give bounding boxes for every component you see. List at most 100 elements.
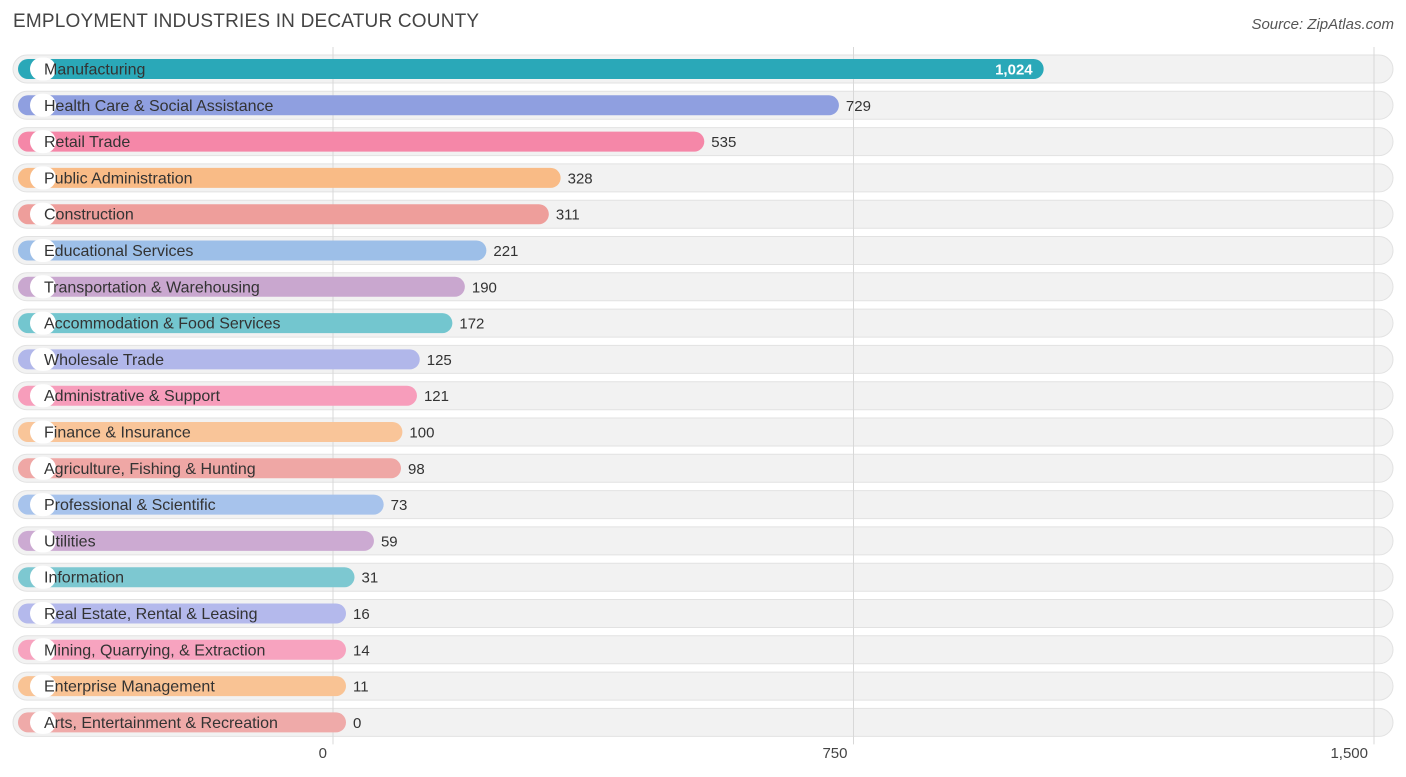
chart-title: EMPLOYMENT INDUSTRIES IN DECATUR COUNTY bbox=[13, 11, 480, 32]
x-axis-ticks: 0 750 1,500 bbox=[319, 745, 1368, 762]
value-label: 221 bbox=[493, 243, 518, 260]
category-label-pill bbox=[30, 710, 56, 734]
bar bbox=[18, 530, 374, 551]
category-label: Administrative & Support bbox=[44, 388, 221, 405]
bar-group: Mining, Quarrying, & Extraction 14 bbox=[18, 638, 370, 662]
bar bbox=[18, 349, 420, 370]
value-label: 0 bbox=[353, 715, 361, 732]
value-label: 535 bbox=[711, 134, 736, 151]
row-background bbox=[12, 562, 1394, 592]
value-label: 311 bbox=[556, 207, 580, 224]
bar-group: Accommodation & Food Services 172 bbox=[18, 311, 484, 335]
category-label: Enterprise Management bbox=[44, 679, 215, 696]
bar bbox=[18, 95, 839, 116]
category-label: Agriculture, Fishing & Hunting bbox=[44, 461, 256, 478]
bar bbox=[18, 204, 549, 225]
value-label: 11 bbox=[353, 679, 369, 696]
category-label-pill bbox=[30, 674, 56, 698]
row-background bbox=[12, 707, 1394, 737]
bar-group: Construction 311 bbox=[18, 202, 580, 226]
category-label-pill bbox=[30, 93, 56, 117]
value-label: 16 bbox=[353, 606, 370, 623]
category-label-pill bbox=[30, 565, 56, 589]
value-label: 73 bbox=[391, 497, 408, 514]
category-label-pill bbox=[30, 239, 56, 262]
category-label: Finance & Insurance bbox=[44, 425, 191, 442]
bar-group: Agriculture, Fishing & Hunting 98 bbox=[18, 456, 425, 480]
bar-group: Enterprise Management 11 bbox=[18, 674, 369, 698]
bar bbox=[18, 639, 346, 660]
value-label: 1,024 bbox=[995, 62, 1033, 79]
x-tick-label: 1,500 bbox=[1330, 745, 1368, 762]
category-label-pill bbox=[30, 57, 56, 81]
category-label: Public Administration bbox=[44, 170, 193, 187]
bar bbox=[18, 676, 346, 697]
value-label: 59 bbox=[381, 533, 398, 550]
category-label: Arts, Entertainment & Recreation bbox=[44, 715, 278, 732]
category-label: Accommodation & Food Services bbox=[44, 316, 281, 333]
category-label-pill bbox=[30, 529, 56, 553]
value-label: 125 bbox=[427, 352, 452, 369]
category-label: Professional & Scientific bbox=[44, 497, 216, 514]
category-label: Educational Services bbox=[44, 243, 193, 260]
source-note: Source: ZipAtlas.com bbox=[1251, 16, 1394, 33]
bar-group: Arts, Entertainment & Recreation 0 bbox=[18, 710, 361, 734]
category-label: Health Care & Social Assistance bbox=[44, 98, 274, 115]
category-label-pill bbox=[30, 311, 56, 335]
category-label-pill bbox=[30, 456, 56, 480]
value-label: 14 bbox=[353, 642, 370, 659]
bar-group: Wholesale Trade 125 bbox=[18, 347, 452, 371]
bar bbox=[18, 276, 465, 297]
bar-group: Retail Trade 535 bbox=[18, 130, 736, 154]
bar bbox=[18, 385, 417, 406]
bar-group: Health Care & Social Assistance 729 bbox=[18, 93, 871, 117]
bar-group: Public Administration 328 bbox=[18, 166, 593, 190]
bar-group: Real Estate, Rental & Leasing 16 bbox=[18, 602, 370, 625]
category-label: Utilities bbox=[44, 533, 96, 550]
value-label: 31 bbox=[362, 570, 379, 587]
category-label: Manufacturing bbox=[44, 62, 145, 79]
bar-group: Transportation & Warehousing 190 bbox=[18, 275, 497, 299]
bar bbox=[18, 458, 402, 479]
bar-group: Utilities 59 bbox=[18, 529, 398, 553]
bar bbox=[18, 167, 561, 188]
value-label: 328 bbox=[568, 170, 593, 187]
value-label: 729 bbox=[846, 98, 871, 115]
value-label: 190 bbox=[472, 279, 497, 296]
bar-group: Professional & Scientific 73 bbox=[18, 493, 408, 517]
category-label-pill bbox=[30, 384, 56, 408]
bar bbox=[18, 494, 384, 515]
value-label: 172 bbox=[459, 316, 484, 333]
bar-group: Finance & Insurance 100 bbox=[18, 420, 434, 444]
category-label-pill bbox=[30, 347, 56, 371]
category-label: Mining, Quarrying, & Extraction bbox=[44, 642, 265, 659]
category-label: Real Estate, Rental & Leasing bbox=[44, 606, 257, 623]
bar bbox=[18, 712, 346, 733]
category-label-pill bbox=[30, 493, 56, 517]
bar bbox=[18, 240, 487, 261]
bar-group: Educational Services 221 bbox=[18, 239, 518, 262]
value-label: 98 bbox=[408, 461, 425, 478]
category-label: Transportation & Warehousing bbox=[44, 279, 260, 296]
category-label: Wholesale Trade bbox=[44, 352, 164, 369]
bar-group: Administrative & Support 121 bbox=[18, 384, 449, 408]
bar bbox=[18, 131, 705, 152]
category-label: Information bbox=[44, 570, 124, 587]
x-tick-label: 0 bbox=[319, 745, 327, 762]
category-label-pill bbox=[30, 420, 56, 444]
category-label-pill bbox=[30, 275, 56, 299]
bar bbox=[18, 567, 355, 588]
category-label-pill bbox=[30, 602, 56, 625]
value-label: 100 bbox=[409, 425, 434, 442]
row-background bbox=[12, 599, 1394, 628]
bar-group: Information 31 bbox=[18, 565, 379, 589]
category-label: Retail Trade bbox=[44, 134, 130, 151]
bar-group: Manufacturing 1,024 bbox=[18, 57, 1044, 81]
bar bbox=[18, 603, 346, 624]
category-label-pill bbox=[30, 202, 56, 226]
bar bbox=[18, 422, 403, 442]
row-background bbox=[12, 671, 1394, 701]
bars: Manufacturing 1,024 Health Care & Social A… bbox=[18, 57, 1044, 734]
category-label: Construction bbox=[44, 207, 134, 224]
